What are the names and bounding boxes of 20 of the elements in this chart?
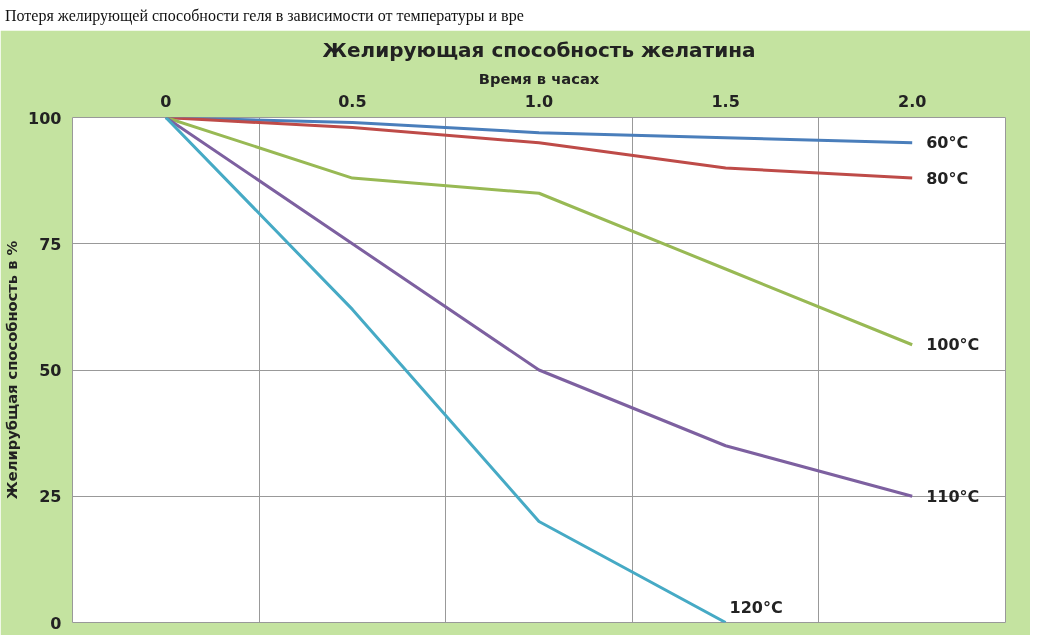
- series-label: 60°C: [926, 133, 969, 153]
- series-label: 80°C: [926, 168, 969, 188]
- y-tick-label: 25: [39, 487, 62, 507]
- series-label: 120°C: [729, 597, 783, 617]
- text: Потеря желирующей способности геля в зависимости от температуры и вре: [5, 6, 524, 27]
- x-tick-label: 0: [160, 91, 172, 111]
- line-series: [164, 117, 728, 623]
- x-tick-label: 2.0: [898, 91, 927, 111]
- chart-title: Желирующая способность желатина: [322, 37, 756, 62]
- series-label: 100°C: [926, 335, 980, 355]
- y-tick-label: 75: [39, 234, 62, 254]
- y-tick-label: 50: [39, 361, 62, 380]
- series-label: 110°C: [926, 486, 980, 506]
- y-tick-label: 100: [28, 108, 62, 128]
- x-tick-label: 1.5: [711, 91, 740, 111]
- x-tick-label: 0.5: [338, 91, 367, 111]
- y-axis-title: Желирубщая способность в %: [3, 240, 21, 500]
- x-tick-label: 1.0: [524, 91, 554, 111]
- x-axis-title: Время в часах: [478, 69, 600, 87]
- y-tick-label: 0: [50, 613, 62, 633]
